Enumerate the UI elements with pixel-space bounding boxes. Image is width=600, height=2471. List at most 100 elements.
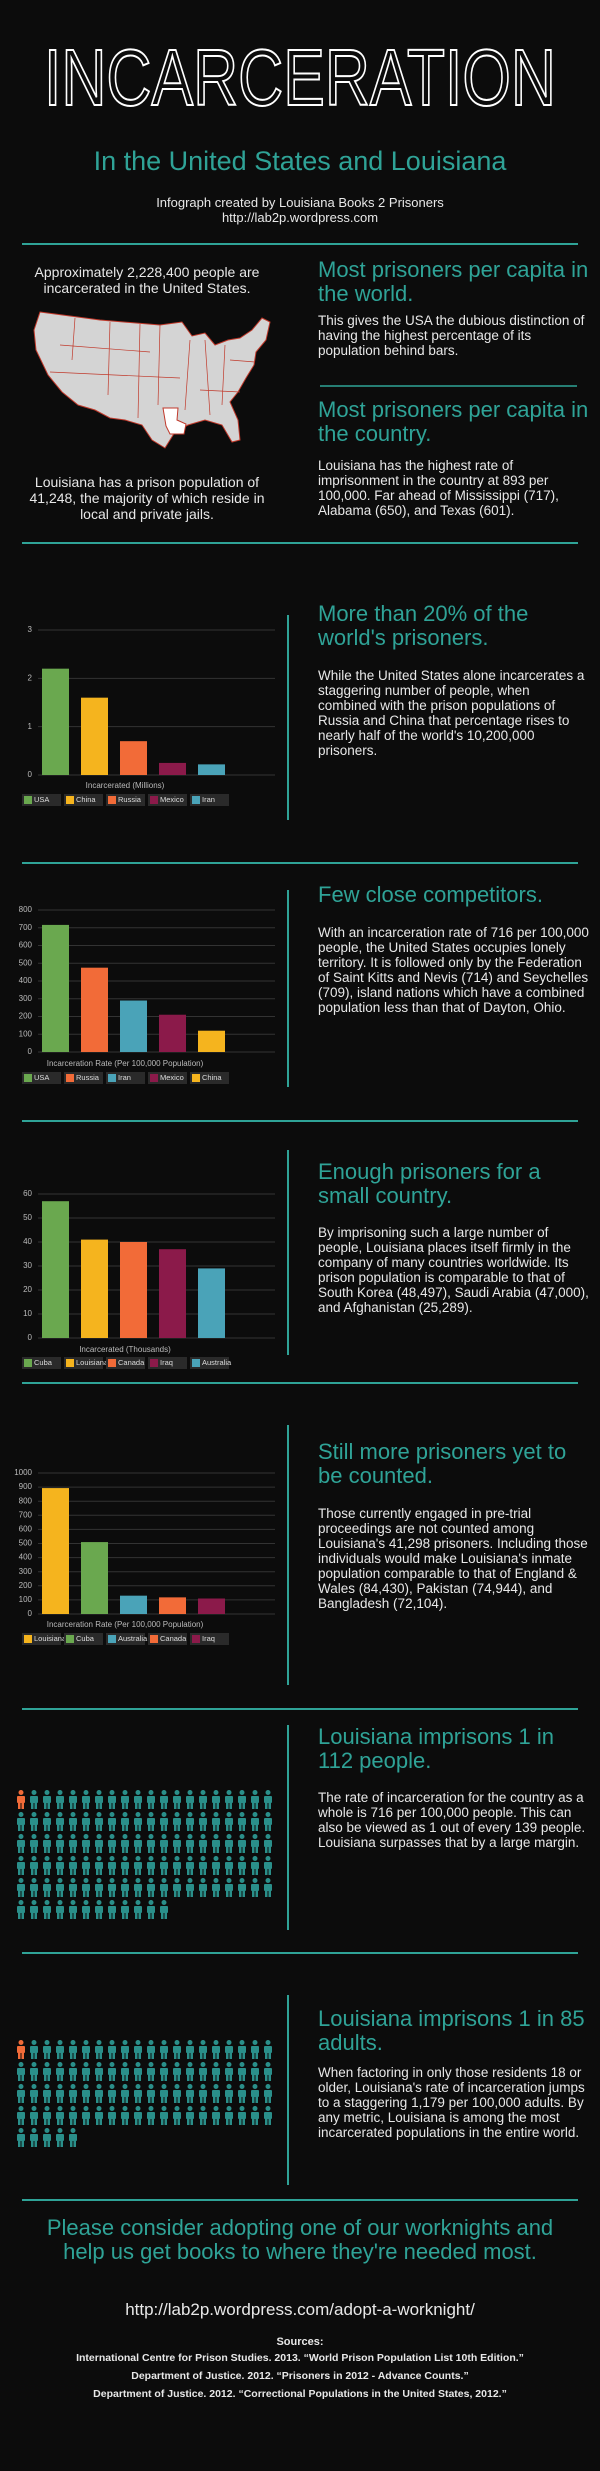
icon-body <box>56 2134 64 2141</box>
person-icon <box>121 2040 129 2059</box>
icon-head <box>44 1900 50 1905</box>
icon-leg <box>70 2053 73 2059</box>
icon-leg <box>148 1869 151 1875</box>
icon-body <box>30 2068 38 2075</box>
icon-body <box>69 2068 77 2075</box>
y-tick-label: 50 <box>23 1213 32 1222</box>
person-icon <box>56 1834 64 1853</box>
icon-head <box>70 2062 76 2067</box>
y-tick-label: 10 <box>23 1309 32 1318</box>
y-tick-label: 500 <box>19 958 33 967</box>
icon-head <box>122 1900 128 1905</box>
icon-leg <box>203 2075 206 2081</box>
legend-swatch <box>192 1359 200 1367</box>
icon-head <box>44 1878 50 1883</box>
icon-leg <box>31 1803 34 1809</box>
icon-leg <box>213 2075 216 2081</box>
icon-head <box>265 1790 271 1795</box>
icon-leg <box>151 2097 154 2103</box>
icon-leg <box>213 2097 216 2103</box>
icon-body <box>134 1840 142 1847</box>
icon-leg <box>268 1803 271 1809</box>
icon-head <box>31 2128 37 2133</box>
icon-body <box>82 1862 90 1869</box>
person-icon <box>238 2106 246 2125</box>
icon-body <box>173 2068 181 2075</box>
person-icon <box>69 2106 77 2125</box>
icon-leg <box>177 2119 180 2125</box>
icon-head <box>135 2062 141 2067</box>
y-tick-label: 20 <box>23 1285 32 1294</box>
icon-leg <box>226 1847 229 1853</box>
icon-leg <box>239 1847 242 1853</box>
person-icon <box>199 2084 207 2103</box>
icon-head <box>213 2106 219 2111</box>
icon-body <box>251 2046 259 2053</box>
person-icon <box>134 2040 142 2059</box>
person-icon <box>264 2062 272 2081</box>
icon-head <box>70 2106 76 2111</box>
person-icon <box>30 1878 38 1897</box>
icon-leg <box>83 2119 86 2125</box>
person-icon <box>121 1900 129 1919</box>
icon-head <box>96 2040 102 2045</box>
icon-leg <box>18 2053 21 2059</box>
person-icon <box>82 2062 90 2081</box>
icon-body <box>56 1840 64 1847</box>
icon-leg <box>203 1803 206 1809</box>
icon-leg <box>216 2075 219 2081</box>
icon-body <box>17 2112 25 2119</box>
icon-body <box>95 1862 103 1869</box>
icon-body <box>56 2068 64 2075</box>
legend-label: Mexico <box>160 1073 184 1082</box>
block-heading: Most prisoners per capita in the world. <box>318 257 589 306</box>
icon-body <box>199 1796 207 1803</box>
icon-leg <box>125 1913 128 1919</box>
person-icon <box>134 2062 142 2081</box>
icon-head <box>109 2040 115 2045</box>
legend-swatch <box>150 1074 158 1082</box>
icon-head <box>57 2040 63 2045</box>
icon-head <box>18 2040 24 2045</box>
person-icon <box>69 1856 77 1875</box>
person-icon <box>95 2084 103 2103</box>
legend-label: Australia <box>118 1634 148 1643</box>
icon-body <box>95 1796 103 1803</box>
icon-leg <box>60 1913 63 1919</box>
icon-body <box>108 1840 116 1847</box>
person-icon <box>95 1856 103 1875</box>
icon-leg <box>86 2053 89 2059</box>
icon-leg <box>18 1891 21 1897</box>
icon-head <box>135 1790 141 1795</box>
icon-head <box>70 1900 76 1905</box>
icon-body <box>199 2090 207 2097</box>
icon-leg <box>252 2075 255 2081</box>
y-tick-label: 100 <box>19 1595 33 1604</box>
icon-leg <box>164 1869 167 1875</box>
icon-leg <box>86 1803 89 1809</box>
person-icon <box>69 1812 77 1831</box>
person-icon <box>264 1856 272 1875</box>
icon-body <box>82 2090 90 2097</box>
person-icon <box>251 2062 259 2081</box>
icon-head <box>57 1878 63 1883</box>
icon-head <box>226 1790 232 1795</box>
icon-leg <box>190 2053 193 2059</box>
icon-leg <box>125 1825 128 1831</box>
icon-leg <box>252 2097 255 2103</box>
icon-body <box>121 1884 129 1891</box>
icon-head <box>44 2106 50 2111</box>
icon-leg <box>99 1847 102 1853</box>
icon-leg <box>125 1803 128 1809</box>
icon-body <box>56 2090 64 2097</box>
icon-body <box>108 1796 116 1803</box>
icon-leg <box>31 2119 34 2125</box>
person-icon <box>95 2106 103 2125</box>
icon-leg <box>18 2119 21 2125</box>
icon-body <box>43 1796 51 1803</box>
icon-body <box>212 2090 220 2097</box>
person-icon <box>56 1878 64 1897</box>
icon-leg <box>242 2119 245 2125</box>
person-icon <box>30 1856 38 1875</box>
icon-head <box>70 1856 76 1861</box>
